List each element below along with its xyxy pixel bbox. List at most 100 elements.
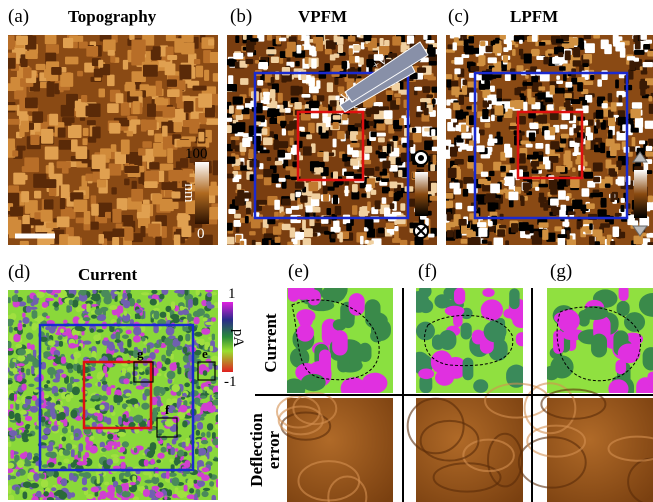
texture (121, 215, 133, 222)
texture (122, 334, 129, 338)
texture (579, 38, 584, 48)
texture (592, 229, 602, 237)
texture (335, 206, 342, 215)
texture (520, 93, 525, 97)
texture (311, 108, 319, 118)
texture (124, 178, 129, 185)
texture (260, 150, 270, 154)
texture (245, 59, 253, 64)
texture (187, 479, 193, 488)
texture (109, 123, 120, 134)
texture (157, 400, 162, 407)
texture (155, 236, 161, 245)
texture (131, 40, 145, 55)
texture (493, 45, 502, 53)
texture (201, 474, 210, 481)
texture (278, 93, 283, 103)
texture (386, 90, 394, 95)
texture (516, 332, 528, 346)
texture (20, 410, 27, 415)
texture (141, 226, 146, 237)
texture (287, 42, 296, 52)
texture (449, 183, 459, 189)
figure: (a) Topography 100 nm 0 (b) VPFM +V -V (… (0, 0, 653, 502)
texture (593, 177, 600, 182)
texture (101, 395, 108, 400)
texture (524, 183, 529, 193)
texture (158, 60, 166, 67)
texture (291, 206, 299, 210)
texture (236, 105, 243, 109)
texture (127, 339, 131, 348)
texture (84, 211, 91, 224)
texture (596, 119, 600, 128)
texture (69, 300, 73, 306)
texture (275, 237, 281, 243)
panel-title: Current (78, 265, 138, 284)
texture (433, 155, 437, 165)
texture (257, 174, 263, 178)
texture (122, 441, 129, 447)
texture (432, 147, 442, 151)
texture (361, 193, 367, 197)
texture (297, 45, 302, 54)
image (1, 29, 224, 250)
texture (375, 167, 379, 172)
texture (494, 105, 503, 115)
texture (321, 285, 345, 302)
texture (463, 358, 474, 381)
texture (570, 178, 580, 188)
texture (66, 305, 70, 313)
texture (141, 336, 145, 341)
texture (140, 368, 143, 372)
texture (21, 191, 29, 202)
texture (211, 317, 216, 321)
texture (301, 374, 326, 391)
texture (401, 153, 411, 162)
texture (400, 203, 405, 210)
texture (58, 335, 63, 340)
texture (31, 395, 37, 401)
texture (97, 475, 100, 484)
texture (115, 395, 123, 402)
texture (565, 50, 571, 60)
texture (461, 239, 468, 244)
texture (339, 232, 343, 242)
texture (91, 395, 99, 399)
texture (157, 361, 162, 368)
texture (42, 302, 48, 308)
texture (302, 220, 306, 230)
texture (306, 134, 312, 139)
texture (59, 234, 69, 245)
texture (640, 33, 646, 40)
texture (166, 31, 176, 41)
texture (151, 290, 157, 294)
texture (560, 143, 566, 148)
texture (544, 130, 550, 138)
texture (539, 184, 548, 188)
texture (594, 241, 600, 245)
texture (196, 308, 205, 316)
texture (32, 323, 37, 331)
texture (171, 191, 180, 198)
texture (463, 177, 473, 184)
texture (608, 130, 613, 140)
texture (226, 157, 235, 164)
texture (47, 340, 55, 346)
texture (119, 456, 125, 459)
texture (15, 487, 19, 495)
texture (43, 428, 51, 435)
texture (86, 303, 90, 312)
texture (550, 199, 559, 206)
texture (91, 204, 99, 216)
texture (350, 158, 358, 165)
texture (85, 436, 89, 442)
texture (86, 106, 94, 117)
texture (49, 442, 54, 446)
texture (588, 119, 594, 125)
texture (117, 441, 120, 447)
texture (515, 44, 519, 48)
texture (561, 134, 569, 139)
texture (472, 219, 477, 224)
texture (78, 473, 87, 477)
